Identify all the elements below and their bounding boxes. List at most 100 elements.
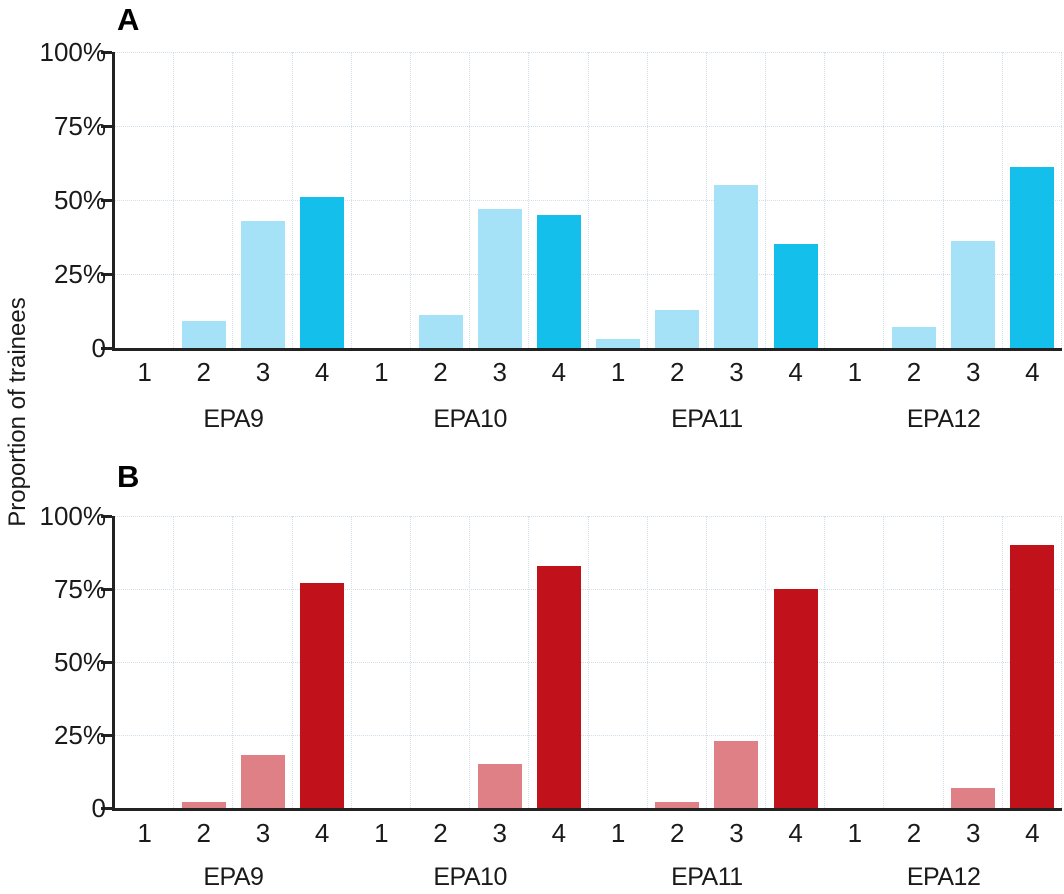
- v-gridline: [232, 516, 234, 808]
- x-tick-label-EPA9-3: 3: [255, 357, 271, 387]
- h-gridline-25: [115, 735, 1062, 736]
- v-gridline: [765, 52, 767, 348]
- v-gridline: [1061, 516, 1062, 808]
- bar-EPA11-1: [596, 339, 641, 348]
- y-axis: [112, 516, 115, 811]
- bar-EPA9-4: [300, 197, 345, 348]
- panel-a-label: A: [117, 2, 140, 37]
- v-gridline: [409, 52, 411, 348]
- y-tick-mark-25: [101, 734, 112, 737]
- v-gridline: [232, 52, 234, 348]
- h-gridline-25: [115, 274, 1062, 275]
- bar-EPA11-2: [655, 309, 700, 348]
- v-gridline: [528, 52, 530, 348]
- y-tick-mark-100: [101, 51, 112, 54]
- h-gridline-100: [115, 52, 1062, 53]
- x-tick-label-EPA9-3: 3: [255, 818, 271, 848]
- x-tick-label-EPA10-3: 3: [492, 818, 507, 848]
- y-tick-mark-75: [101, 125, 112, 128]
- group-label-EPA9: EPA9: [203, 863, 264, 891]
- x-tick-label-EPA11-4: 4: [788, 818, 803, 848]
- x-tick-label-EPA10-3: 3: [492, 357, 507, 387]
- x-tick-label-EPA11-3: 3: [729, 357, 744, 387]
- v-gridline: [291, 516, 293, 808]
- h-gridline-100: [115, 516, 1062, 517]
- y-tick-label-100: 100%: [39, 501, 107, 531]
- v-gridline: [469, 516, 471, 808]
- bar-EPA11-3: [714, 740, 759, 808]
- h-gridline-50: [115, 662, 1062, 663]
- v-gridline: [883, 516, 885, 808]
- x-tick-label-EPA9-2: 2: [196, 357, 212, 387]
- y-tick-mark-100: [101, 515, 112, 518]
- y-tick-label-50: 50%: [53, 185, 106, 215]
- bar-EPA10-2: [418, 315, 463, 348]
- y-tick-label-0: 0: [91, 333, 106, 363]
- y-tick-mark-25: [101, 273, 112, 276]
- v-gridline: [646, 516, 648, 808]
- h-gridline-50: [115, 200, 1062, 201]
- group-label-EPA12: EPA12: [906, 863, 981, 891]
- x-tick-label-EPA9-1: 1: [137, 357, 152, 387]
- x-tick-label-EPA12-1: 1: [847, 357, 863, 387]
- y-tick-mark-0: [101, 347, 112, 350]
- x-tick-label-EPA11-4: 4: [788, 357, 803, 387]
- v-gridline: [350, 516, 352, 808]
- y-tick-label-25: 25%: [53, 259, 106, 289]
- bar-EPA9-2: [181, 321, 226, 348]
- v-gridline: [883, 52, 885, 348]
- y-tick-label-75: 75%: [53, 111, 106, 141]
- x-tick-label-EPA10-4: 4: [551, 357, 567, 387]
- v-gridline: [942, 516, 944, 808]
- bar-EPA10-3: [477, 208, 522, 348]
- v-gridline: [942, 52, 944, 348]
- bar-EPA9-4: [300, 583, 345, 808]
- bar-EPA10-3: [477, 764, 522, 808]
- x-tick-label-EPA11-2: 2: [670, 357, 685, 387]
- bar-EPA12-3: [951, 787, 996, 808]
- y-axis-title: Proportion of trainees: [4, 297, 31, 527]
- x-tick-label-EPA9-4: 4: [314, 818, 330, 848]
- bar-EPA12-4: [1010, 167, 1055, 348]
- group-label-EPA11: EPA11: [671, 863, 743, 891]
- v-gridline: [1001, 52, 1003, 348]
- x-tick-label-EPA10-2: 2: [433, 357, 448, 387]
- v-gridline: [1061, 52, 1062, 348]
- v-gridline: [528, 516, 530, 808]
- y-tick-mark-0: [101, 807, 112, 810]
- x-tick-label-EPA9-4: 4: [314, 357, 330, 387]
- bar-EPA12-3: [951, 241, 996, 348]
- v-gridline: [409, 516, 411, 808]
- y-tick-label-25: 25%: [53, 720, 106, 750]
- v-gridline: [469, 52, 471, 348]
- v-gridline: [705, 516, 707, 808]
- group-label-EPA10: EPA10: [433, 405, 507, 433]
- bar-EPA11-4: [773, 589, 818, 808]
- x-tick-label-EPA12-4: 4: [1025, 818, 1040, 848]
- bar-EPA12-4: [1010, 545, 1055, 808]
- panel-b-label: B: [117, 459, 140, 494]
- v-gridline: [824, 52, 826, 348]
- v-gridline: [587, 516, 589, 808]
- v-gridline: [173, 516, 175, 808]
- x-tick-label-EPA10-1: 1: [374, 818, 389, 848]
- y-tick-label-50: 50%: [53, 647, 106, 677]
- bar-EPA9-2: [181, 802, 226, 808]
- v-gridline: [646, 52, 648, 348]
- group-label-EPA9: EPA9: [203, 405, 264, 433]
- x-tick-label-EPA9-2: 2: [196, 818, 212, 848]
- v-gridline: [1001, 516, 1003, 808]
- x-axis: [112, 348, 1062, 351]
- bar-EPA10-4: [536, 214, 581, 348]
- y-tick-mark-75: [101, 588, 112, 591]
- x-tick-label-EPA12-2: 2: [906, 357, 922, 387]
- plot-area: [115, 516, 1062, 808]
- y-axis: [112, 52, 115, 351]
- x-tick-label-EPA12-3: 3: [965, 357, 981, 387]
- x-axis: [112, 808, 1062, 811]
- x-tick-label-EPA12-4: 4: [1025, 357, 1040, 387]
- v-gridline: [765, 516, 767, 808]
- x-tick-label-EPA10-1: 1: [374, 357, 389, 387]
- y-tick-label-100: 100%: [39, 37, 107, 67]
